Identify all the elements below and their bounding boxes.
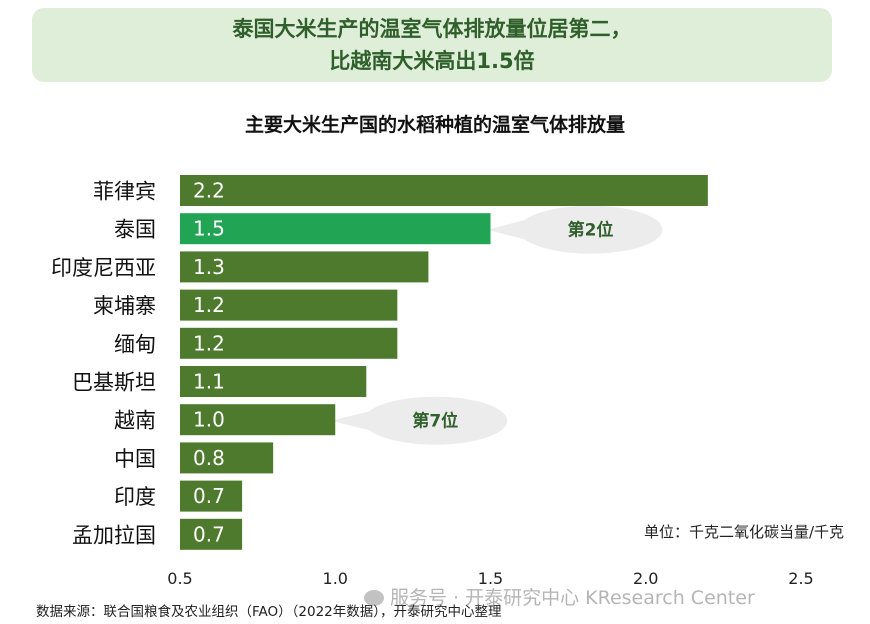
bar-value-label: 1.2 (193, 293, 225, 317)
headline-banner: 泰国大米生产的温室气体排放量位居第二， 比越南大米高出1.5倍 (32, 8, 832, 82)
x-tick-label: 0.5 (167, 569, 192, 588)
watermark-text: 服务号 · 开泰研究中心 KResearch Center (390, 587, 755, 609)
bar-value-label: 1.2 (193, 331, 225, 355)
category-label: 巴基斯坦 (72, 371, 156, 395)
category-label: 越南 (114, 409, 156, 433)
category-label: 中国 (114, 447, 156, 471)
category-label: 泰国 (114, 218, 156, 242)
bar-value-label: 0.7 (193, 484, 225, 508)
callout-pointer (486, 218, 531, 241)
chart-title: 主要大米生产国的水稻种植的温室气体排放量 (244, 114, 625, 136)
callout-bubble (363, 396, 508, 445)
category-label: 印度尼西亚 (51, 256, 156, 280)
category-label: 柬埔寨 (93, 294, 156, 318)
callout-label: 第7位 (412, 411, 458, 432)
bar-value-label: 1.3 (193, 255, 225, 279)
bar-value-label: 1.0 (193, 408, 225, 432)
x-tick-label: 1.0 (323, 569, 348, 588)
bar (180, 366, 367, 397)
bar (180, 213, 491, 245)
source-note: 数据来源：联合国粮食及农业组织（FAO）（2022年数据），开泰研究中心整理 (36, 604, 502, 620)
x-tick-label: 2.0 (633, 569, 658, 588)
bar (180, 518, 243, 550)
category-label: 孟加拉国 (72, 523, 156, 547)
bar-value-label: 0.8 (193, 446, 225, 470)
category-label: 缅甸 (114, 332, 156, 356)
callout-bubble (518, 205, 663, 254)
callout-label: 第2位 (568, 220, 614, 241)
bar-value-label: 1.5 (193, 217, 225, 241)
headline-line-2: 比越南大米高出1.5倍 (329, 49, 535, 73)
category-label: 菲律宾 (93, 180, 156, 204)
bar-value-label: 1.1 (193, 370, 225, 394)
bar-value-label: 2.2 (193, 179, 225, 203)
bar (180, 327, 398, 359)
bar (180, 251, 429, 283)
bar (180, 480, 243, 512)
bar (180, 175, 708, 206)
category-label: 印度 (114, 485, 156, 509)
unit-label: 单位：千克二氧化碳当量/千克 (643, 523, 844, 541)
bar (180, 289, 398, 321)
bar-value-label: 0.7 (193, 522, 225, 546)
headline-line-1: 泰国大米生产的温室气体排放量位居第二， (232, 17, 632, 41)
x-tick-label: 2.5 (788, 569, 813, 588)
bar (180, 404, 336, 436)
watermark: 服务号 · 开泰研究中心 KResearch Center (364, 583, 755, 610)
x-tick-label: 1.5 (478, 569, 503, 588)
bar (180, 442, 274, 474)
callout-pointer (331, 409, 376, 432)
wechat-icon (364, 590, 384, 606)
